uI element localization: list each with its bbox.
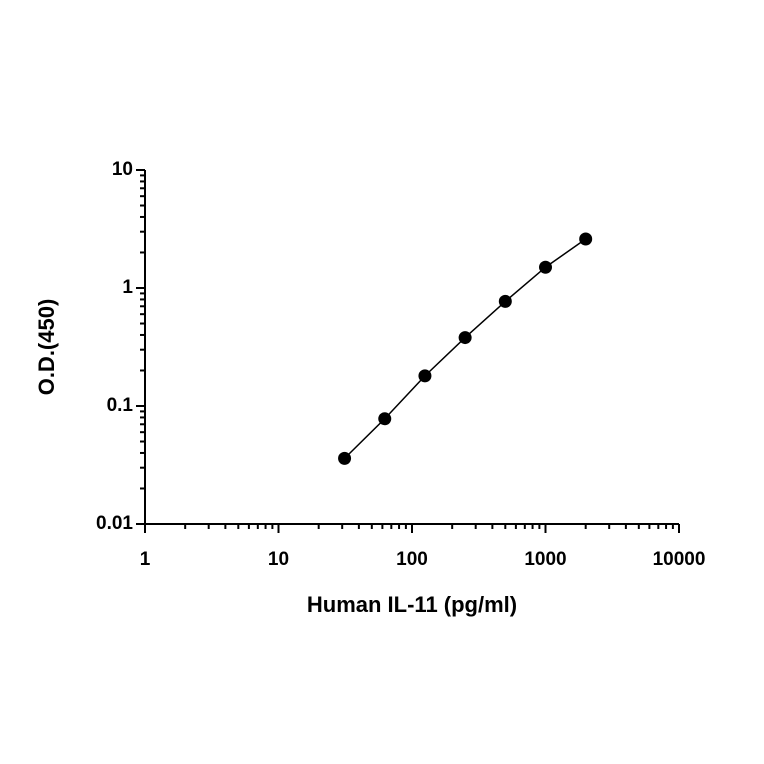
y-tick-label: 10 — [112, 159, 133, 180]
point — [378, 412, 392, 426]
y-tick-label: 0.01 — [96, 513, 133, 534]
x-tick-label: 1 — [140, 549, 151, 570]
point — [539, 260, 552, 274]
x-tick-label: 10 — [268, 549, 289, 570]
point — [579, 232, 593, 246]
y-axis-label: O.D.(450) — [34, 299, 59, 396]
y-tick-label: 1 — [122, 277, 133, 298]
point — [458, 331, 472, 345]
point — [338, 451, 352, 465]
x-tick-label: 100 — [396, 549, 428, 570]
x-axis-label: Human IL-11 (pg/ml) — [307, 592, 517, 617]
x-tick-label: 1000 — [524, 549, 566, 570]
x-tick-label: 10000 — [653, 549, 706, 570]
y-tick-label: 0.1 — [107, 395, 134, 416]
point — [418, 369, 432, 383]
point — [498, 294, 512, 308]
